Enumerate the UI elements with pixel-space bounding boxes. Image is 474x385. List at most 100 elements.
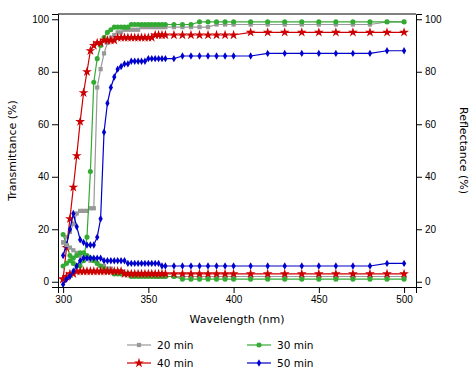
marker [180, 262, 184, 269]
marker [197, 25, 201, 29]
marker [203, 269, 213, 278]
marker [399, 269, 409, 278]
marker [297, 269, 307, 278]
marker [299, 19, 304, 24]
tick: 80 [38, 66, 58, 77]
tick-label: 450 [311, 294, 328, 305]
y2-axis-title: Reflectance (%) [457, 107, 470, 194]
marker [300, 262, 304, 269]
legend-label: 20 min [157, 339, 194, 351]
marker [316, 277, 321, 282]
series-markers [61, 254, 406, 287]
marker [160, 269, 170, 278]
marker [112, 73, 116, 80]
marker [223, 262, 227, 269]
marker [282, 19, 287, 24]
marker [75, 116, 85, 125]
tick-label: 350 [141, 294, 158, 305]
legend-item: 40 min [127, 357, 194, 369]
marker [248, 277, 253, 282]
marker [368, 262, 372, 269]
marker [368, 50, 372, 57]
tick: 60 [38, 119, 58, 130]
x-axis: 300 350 400 450 500 [55, 287, 416, 305]
tick: 80 [416, 66, 437, 77]
marker [88, 169, 93, 174]
marker [197, 262, 201, 269]
tick-mark [148, 287, 149, 293]
marker [231, 52, 235, 59]
tick-label: 500 [396, 294, 413, 305]
tick-mark [234, 287, 235, 293]
x-axis-title: Wavelength (nm) [189, 313, 284, 326]
marker [246, 269, 256, 278]
tick-label: 80 [38, 66, 50, 77]
marker [180, 277, 185, 282]
marker [384, 19, 389, 24]
marker [92, 241, 96, 248]
axis-line [59, 288, 417, 294]
legend-swatch-marker [137, 343, 141, 347]
marker [297, 27, 307, 36]
tick-mark [52, 19, 58, 20]
marker [331, 269, 341, 278]
marker [266, 262, 270, 269]
plot: 300350400450500020406080100020406080100 [32, 14, 442, 305]
marker [171, 22, 176, 27]
marker [98, 67, 102, 71]
marker [231, 262, 235, 269]
marker [61, 232, 66, 237]
tick-label: 0 [425, 276, 431, 287]
marker [220, 269, 230, 278]
tick: 0 [43, 276, 58, 287]
marker [229, 269, 239, 278]
marker [205, 277, 210, 282]
marker [333, 277, 338, 282]
marker [263, 27, 273, 36]
marker [188, 22, 193, 27]
marker [189, 262, 193, 269]
marker [206, 25, 210, 29]
marker [169, 269, 179, 278]
series-markers [58, 27, 409, 283]
tick: 40 [416, 171, 437, 182]
axis-line [52, 15, 59, 288]
tick-mark [52, 177, 58, 178]
series-markers [61, 19, 407, 268]
tick: 60 [416, 119, 437, 130]
legend-swatch-marker [257, 359, 261, 366]
legend-swatch-marker [134, 358, 144, 367]
marker [402, 260, 406, 267]
tick-label: 40 [425, 171, 437, 182]
marker [402, 47, 406, 54]
marker [163, 262, 167, 269]
marker [84, 235, 89, 240]
marker [384, 277, 389, 282]
axis-line [417, 15, 423, 288]
marker [300, 50, 304, 57]
series-markers [61, 20, 406, 245]
marker [91, 80, 96, 85]
tick: 300 [55, 287, 72, 305]
marker [72, 151, 82, 160]
marker [382, 27, 392, 36]
marker [102, 128, 106, 135]
marker [382, 269, 392, 278]
marker [189, 52, 193, 59]
marker [365, 27, 375, 36]
marker [351, 50, 355, 57]
marker [365, 269, 375, 278]
marker [334, 262, 338, 269]
tick-mark [416, 19, 422, 20]
marker [205, 19, 210, 24]
tick-mark [52, 229, 58, 230]
marker [248, 52, 252, 59]
marker [331, 27, 341, 36]
marker [333, 19, 338, 24]
tick-mark [319, 287, 320, 293]
tick: 20 [416, 224, 437, 235]
marker [68, 273, 72, 280]
tick-label: 400 [226, 294, 243, 305]
marker [68, 226, 72, 233]
marker [282, 277, 287, 282]
